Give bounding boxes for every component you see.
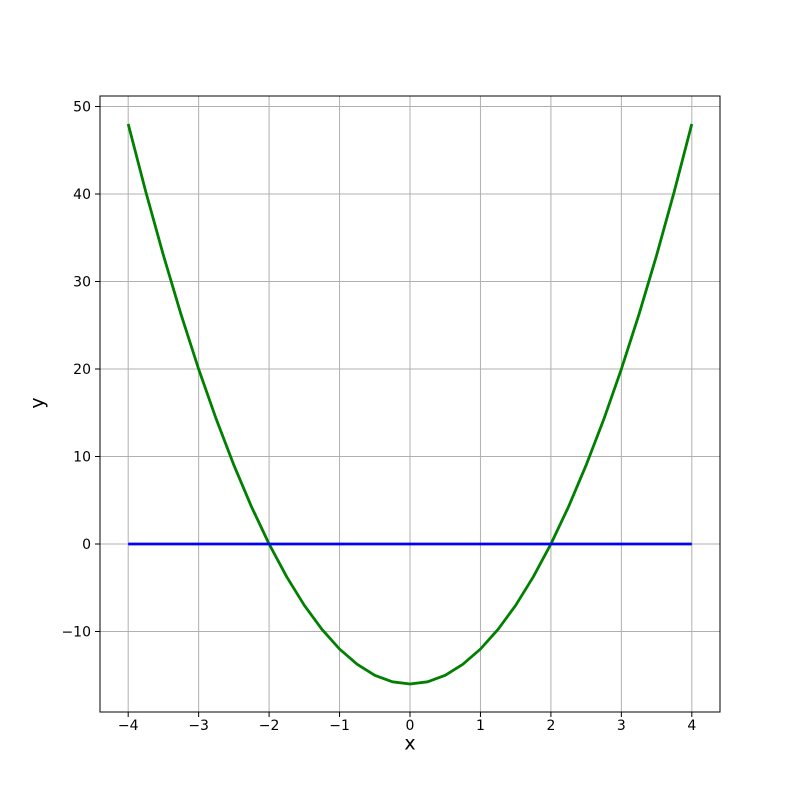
y-tick-label: 10 xyxy=(73,450,91,466)
x-tick-label: 3 xyxy=(617,718,626,734)
y-tick-label: 20 xyxy=(73,362,91,378)
x-tick-label: −3 xyxy=(188,718,209,734)
x-tick-label: −1 xyxy=(329,718,350,734)
x-tick-label: 0 xyxy=(406,718,415,734)
y-tick-label: 0 xyxy=(82,537,91,553)
parabola-curve xyxy=(126,123,694,686)
y-tick-label: 50 xyxy=(73,100,91,116)
y-axis-label: y xyxy=(26,397,49,409)
y-tick-label: 40 xyxy=(73,187,91,203)
x-tick-label: 2 xyxy=(546,718,555,734)
x-tick-label: −2 xyxy=(259,718,280,734)
x-tick-label: −4 xyxy=(118,718,139,734)
x-tick-label: 1 xyxy=(476,718,485,734)
y-tick-label: 30 xyxy=(73,275,91,291)
x-axis-label: x xyxy=(404,732,416,755)
y-tick-label: −10 xyxy=(61,625,91,641)
x-tick-label: 4 xyxy=(687,718,696,734)
